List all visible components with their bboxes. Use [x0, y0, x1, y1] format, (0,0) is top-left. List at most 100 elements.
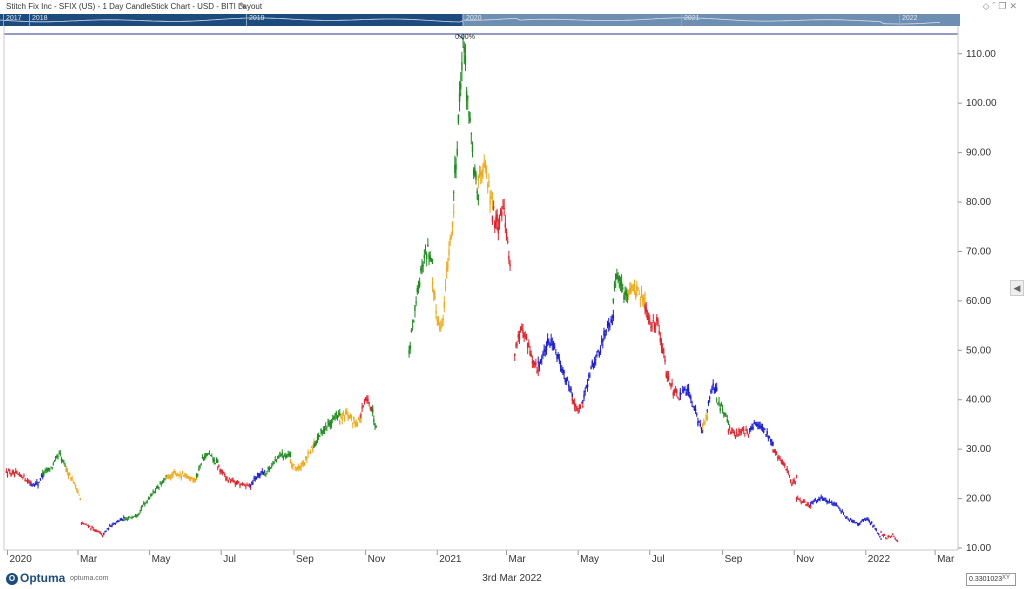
- candle-body: [110, 526, 112, 527]
- candle-body: [409, 345, 411, 350]
- candle-segment-green: [715, 396, 730, 426]
- candle-body: [332, 417, 334, 420]
- candle-body: [773, 450, 775, 452]
- y-tick-label: 20.00: [966, 494, 991, 505]
- candle-body: [144, 503, 146, 505]
- candle-body: [306, 459, 308, 461]
- candle-body: [626, 289, 629, 291]
- candle-segment-orange: [289, 438, 315, 472]
- candle-body: [353, 416, 355, 421]
- candle-body: [177, 474, 179, 476]
- candle-body: [755, 424, 758, 426]
- candle-body: [772, 449, 774, 453]
- candle-segment-blue: [30, 472, 44, 489]
- price-chart[interactable]: 110.00 100.00 90.00 80.00 70.00 60.00 50.00 40.…: [0, 26, 1024, 569]
- chevron-up-icon[interactable]: ˆ: [992, 1, 999, 11]
- candle-body: [438, 327, 441, 329]
- candle-body: [5, 471, 8, 473]
- candle-body: [886, 538, 888, 540]
- candle-body: [220, 469, 222, 472]
- candle-body: [294, 466, 296, 468]
- navigator-year-separator: [681, 14, 682, 26]
- candle-body: [770, 438, 772, 442]
- candle-body: [417, 286, 420, 287]
- candle-body: [123, 520, 125, 522]
- candle-body: [798, 499, 800, 500]
- candle-body: [307, 452, 309, 455]
- candle-body: [640, 292, 643, 297]
- candle-body: [24, 479, 26, 482]
- candle-body: [133, 515, 136, 517]
- candle-body: [45, 469, 47, 472]
- candle-body: [743, 429, 745, 431]
- candle-body: [596, 354, 598, 356]
- candle-body: [504, 223, 507, 228]
- candle-body: [665, 372, 667, 377]
- navigator-year-label: 2017: [6, 15, 22, 22]
- candle-body: [71, 477, 73, 480]
- candle-segment-green: [452, 34, 480, 206]
- candle-body: [524, 335, 527, 337]
- candle-body: [74, 485, 77, 487]
- candle-body: [888, 536, 890, 537]
- candle-body: [10, 473, 12, 477]
- candle-body: [703, 421, 705, 423]
- candle-body: [809, 503, 812, 505]
- candle-body: [83, 523, 85, 525]
- candle-body: [848, 520, 851, 521]
- x-tick-label: May: [580, 554, 599, 565]
- candle-body: [263, 474, 266, 476]
- candle-body: [644, 297, 646, 300]
- candle-body: [605, 330, 608, 332]
- candle-body: [612, 315, 615, 319]
- candle-body: [597, 349, 599, 352]
- candle-body: [443, 301, 445, 308]
- candle-body: [415, 301, 417, 304]
- candle-body: [748, 432, 751, 434]
- candle-body: [241, 483, 244, 486]
- restore-icon[interactable]: ❐: [998, 1, 1010, 11]
- candle-body: [775, 452, 778, 454]
- candle-body: [617, 278, 619, 280]
- candle-body: [862, 519, 865, 521]
- candle-segment-red: [514, 323, 539, 377]
- pencil-edit-icon[interactable]: ✎: [239, 1, 247, 11]
- current-date: 3rd Mar 2022: [482, 573, 542, 584]
- candle-body: [762, 430, 765, 433]
- candle-body: [701, 423, 704, 428]
- candle-body: [138, 512, 140, 514]
- candle-body: [87, 525, 90, 527]
- candle-body: [475, 173, 477, 180]
- collapse-panel-chevron-icon[interactable]: ◀: [1010, 280, 1024, 296]
- candle-body: [536, 370, 538, 373]
- candle-body: [206, 454, 208, 456]
- candle-body: [246, 483, 248, 485]
- candle-body: [808, 506, 811, 508]
- candle-body: [224, 473, 226, 476]
- candle-body: [69, 473, 71, 475]
- candle-body: [845, 517, 847, 519]
- candle-body: [791, 483, 793, 486]
- candle-body: [735, 432, 738, 434]
- candle-body: [733, 432, 736, 435]
- candle-body: [768, 437, 771, 439]
- candle-body: [680, 393, 683, 395]
- candle-body: [787, 471, 790, 473]
- candle-body: [642, 296, 644, 302]
- diamond-icon[interactable]: ◇: [982, 1, 993, 11]
- candle-body: [140, 507, 143, 509]
- candle-body: [323, 428, 326, 432]
- candle-body: [420, 268, 422, 271]
- candle-body: [701, 430, 704, 432]
- candle-body: [31, 484, 33, 486]
- candle-body: [340, 415, 342, 417]
- candle-body: [710, 391, 712, 393]
- xy-toggle-button[interactable]: XY: [1002, 575, 1011, 581]
- candle-body: [295, 468, 298, 470]
- candle-body: [248, 483, 251, 486]
- candle-body: [526, 343, 529, 348]
- close-icon[interactable]: ✕: [1009, 1, 1020, 11]
- candle-body: [829, 501, 832, 503]
- date-navigator[interactable]: 2017 2018 2019 2020 2021 2022: [0, 14, 960, 26]
- navigator-visible-range[interactable]: [462, 14, 960, 26]
